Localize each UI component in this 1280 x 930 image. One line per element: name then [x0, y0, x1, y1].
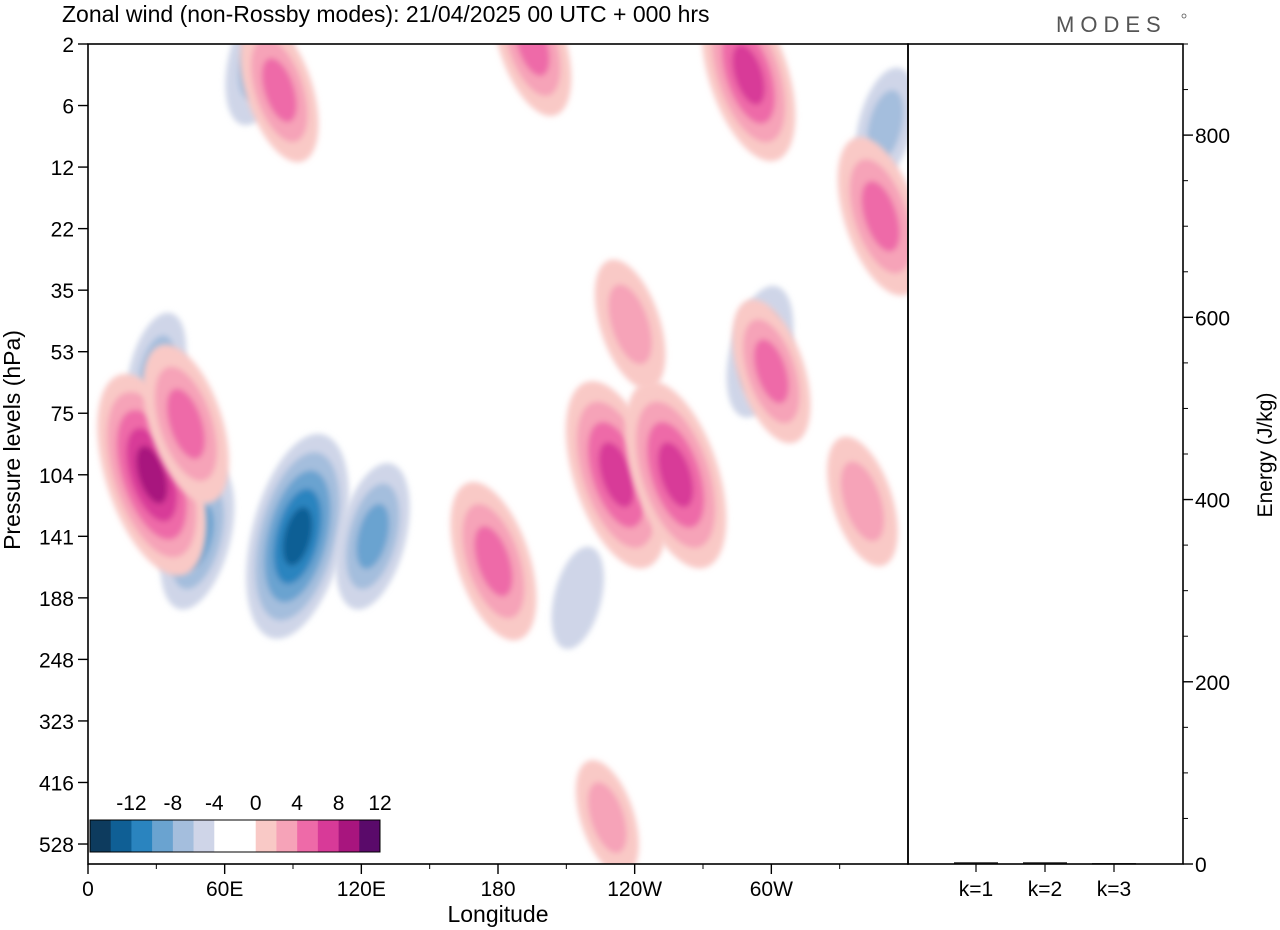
x-tick-label: 0: [82, 878, 94, 901]
colorbar-swatch: [255, 820, 277, 852]
colorbar-swatch: [152, 820, 174, 852]
y-tick-label: 188: [39, 588, 74, 611]
energy-bar: [954, 862, 998, 864]
x-tick-label: 120E: [337, 878, 386, 901]
colorbar-outline: [89, 819, 381, 853]
colorbar-swatch: [276, 820, 298, 852]
energy-tick-label: 0: [1195, 854, 1207, 877]
x-tick-label: 120W: [607, 878, 662, 901]
colorbar-swatch: [90, 820, 112, 852]
colorbar: -12 -8 -4 0 4 8 12: [89, 792, 392, 853]
energy-category-label: k=1: [959, 878, 993, 901]
chart-title: Zonal wind (non-Rossby modes): 21/04/202…: [62, 1, 710, 27]
y-tick-label: 323: [39, 711, 74, 734]
westerly-anomaly-15: [837, 137, 908, 296]
energy-bar: [1023, 862, 1067, 864]
y-tick-label: 22: [51, 219, 74, 242]
logo-registered-mark: [1181, 13, 1187, 19]
y-axis-label: Pressure levels (hPa): [0, 330, 25, 550]
colorbar-label: -12: [116, 792, 146, 815]
easterly-anomaly-5: [551, 546, 604, 650]
y-tick-label: 53: [51, 342, 74, 365]
westerly-anomaly-12: [625, 381, 727, 569]
colorbar-swatch: [297, 820, 319, 852]
energy-frame: [907, 43, 1184, 865]
colorbar-label: 0: [250, 792, 262, 815]
y-tick-label: 141: [39, 526, 74, 549]
colorbar-swatch: [317, 820, 339, 852]
modes-logo: MODES: [1056, 12, 1167, 37]
westerly-anomaly-9: [142, 344, 229, 504]
y-axis: 2 6 12 22 35 53 75 104 141 188 248 323 416 528: [39, 34, 88, 857]
y-tick-label: 104: [39, 465, 74, 488]
energy-tick-label: 600: [1195, 307, 1230, 330]
westerly-anomaly-19: [575, 759, 639, 864]
colorbar-swatch: [193, 820, 215, 852]
colorbar-label: 12: [368, 792, 391, 815]
energy-bar-chart: 0 200 400 600 800 k=1 k=2 k=3: [954, 43, 1230, 901]
y-tick-label: 416: [39, 772, 74, 795]
energy-category-label: k=3: [1097, 878, 1131, 901]
westerly-anomaly-14: [732, 299, 811, 444]
colorbar-swatch: [172, 820, 194, 852]
colorbar-swatch: [214, 820, 236, 852]
colorbar-swatch: [338, 820, 360, 852]
x-axis: 0 60E 120E 180 120W 60W: [82, 864, 841, 901]
x-axis-label: Longitude: [447, 901, 548, 927]
y-tick-label: 35: [51, 280, 74, 303]
energy-tick-label: 200: [1195, 672, 1230, 695]
y-tick-label: 528: [39, 834, 74, 857]
easterly-anomaly-1: [335, 463, 410, 610]
y-tick-label: 248: [39, 649, 74, 672]
heatmap-plot: [88, 44, 908, 864]
colorbar-label: 4: [291, 792, 303, 815]
westerly-anomaly-18: [594, 259, 666, 390]
energy-axis-label: Energy (J/kg): [1254, 393, 1277, 518]
easterly-anomaly-0: [246, 433, 349, 639]
westerly-anomaly-20: [827, 436, 898, 567]
colorbar-label: 8: [333, 792, 345, 815]
colorbar-label: -8: [164, 792, 183, 815]
x-tick-label: 60W: [750, 878, 793, 901]
westerly-anomaly-13: [701, 44, 796, 162]
y-tick-label: 2: [62, 34, 74, 57]
y-tick-label: 6: [62, 96, 74, 119]
y-tick-label: 12: [51, 157, 74, 180]
colorbar-label: -4: [205, 792, 224, 815]
colorbar-swatch: [235, 820, 257, 852]
energy-category-label: k=2: [1028, 878, 1062, 901]
colorbar-swatch: [110, 820, 132, 852]
x-tick-label: 180: [480, 878, 515, 901]
energy-tick-label: 400: [1195, 490, 1230, 513]
x-tick-label: 60E: [206, 878, 243, 901]
colorbar-swatch: [131, 820, 153, 852]
westerly-anomaly-10: [450, 481, 537, 641]
westerly-anomaly-17: [240, 44, 319, 163]
energy-tick-label: 800: [1195, 125, 1230, 148]
y-tick-label: 75: [51, 403, 74, 426]
colorbar-swatch: [359, 820, 381, 852]
